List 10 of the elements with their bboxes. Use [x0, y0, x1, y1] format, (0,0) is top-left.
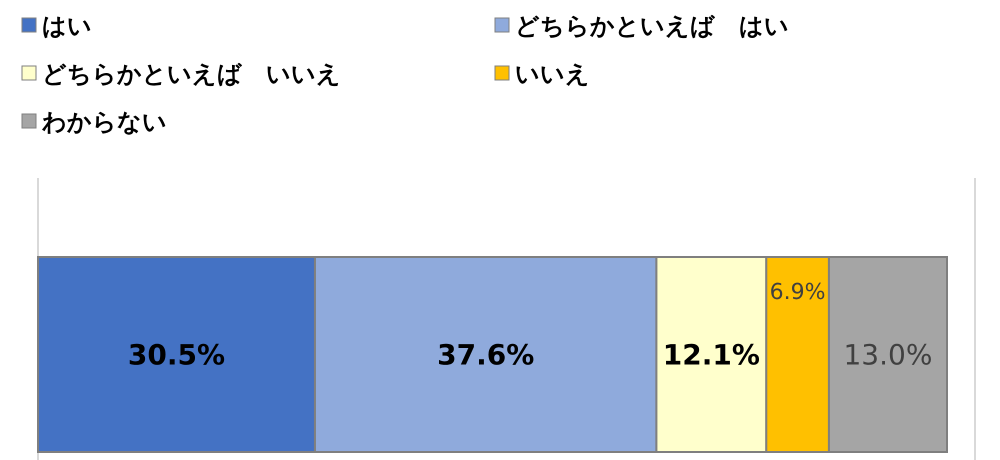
legend-label: どちらかといえば いいえ [42, 60, 341, 88]
data-label: 6.9% [770, 280, 826, 305]
legend-label: いいえ [515, 60, 590, 88]
data-label: 12.1% [662, 338, 760, 372]
data-label: 37.6% [437, 338, 534, 372]
legend-label: はい [42, 12, 92, 40]
data-label: 30.5% [128, 338, 226, 372]
legend-label: どちらかといえば はい [515, 12, 789, 40]
data-label: 13.0% [843, 338, 932, 372]
legend-label: わからない [41, 108, 167, 136]
